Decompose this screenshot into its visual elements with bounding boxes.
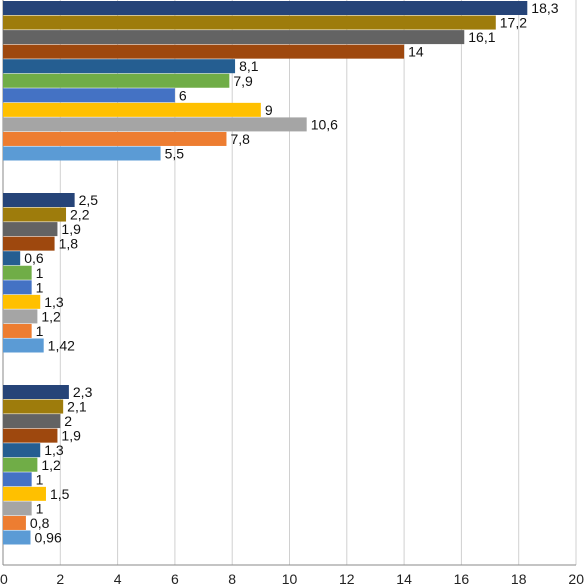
bar [3,15,496,30]
bar [3,457,38,472]
data-label: 1,2 [41,308,61,324]
bar [3,193,75,207]
bar [3,44,405,59]
data-label: 0,96 [35,530,62,546]
x-tick-label: 6 [171,571,179,587]
bar [3,472,32,487]
x-tick-label: 18 [511,571,527,587]
bar [3,73,230,88]
data-label: 0,6 [24,250,44,266]
bar [3,146,161,161]
x-tick-label: 20 [568,571,584,587]
data-label: 2,2 [70,207,90,223]
data-label: 1,9 [61,428,81,444]
bar [3,265,32,280]
bar [3,222,58,237]
data-label: 17,2 [500,15,527,31]
x-axis-ticks: 0 2 4 6 8 10 12 14 16 18 20 [0,571,584,587]
bar [3,515,26,530]
data-label: 1,3 [44,294,64,310]
data-label: 1,3 [44,442,64,458]
bar [3,530,31,545]
bar [3,414,61,429]
x-tick-label: 12 [339,571,355,587]
x-tick-label: 4 [114,571,122,587]
bar [3,280,32,295]
data-label: 1,2 [41,457,61,473]
bar [3,428,58,443]
data-label: 16,1 [468,29,495,45]
data-label: 1,42 [48,338,75,354]
data-label: 1,9 [61,221,81,237]
data-label: 14 [408,44,424,60]
bar [3,131,227,146]
data-label: 7,9 [233,73,253,89]
x-tick-label: 16 [454,571,470,587]
data-labels: 18,317,216,1148,17,96910,67,85,52,52,21,… [24,0,559,546]
data-label: 1,8 [59,236,79,252]
bar [3,236,55,251]
data-label: 5,5 [165,146,185,162]
data-label: 2,3 [73,384,93,400]
data-label: 10,6 [311,116,338,132]
bar [3,338,44,353]
bar [3,59,236,74]
bar [3,399,64,414]
data-label: 1 [36,471,44,487]
bar [3,30,465,45]
bar [3,102,261,117]
data-label: 1 [36,500,44,516]
bar [3,88,175,103]
bar [3,117,307,132]
x-tick-label: 2 [56,571,64,587]
data-label: 1 [36,279,44,295]
data-label: 1,5 [50,486,70,502]
bar [3,501,32,516]
bar [3,309,38,324]
bar [3,443,41,458]
bar [3,294,41,309]
bar [3,207,67,222]
x-tick-label: 8 [228,571,236,587]
bar [3,385,69,399]
x-tick-label: 14 [396,571,412,587]
data-label: 0,8 [30,515,50,531]
x-tick-label: 10 [282,571,298,587]
x-tick-label: 0 [0,571,8,587]
bar [3,251,21,266]
data-label: 9 [265,102,273,118]
data-label: 1 [36,265,44,281]
data-label: 18,3 [531,0,558,16]
data-label: 1 [36,323,44,339]
bar [3,323,32,338]
data-label: 2,1 [67,399,87,415]
bar [3,486,46,501]
data-label: 2,5 [79,192,99,208]
data-label: 2 [64,413,72,429]
data-label: 7,8 [230,131,250,147]
data-label: 8,1 [239,58,259,74]
bar [3,1,528,15]
data-label: 6 [179,87,187,103]
bars [3,1,528,545]
